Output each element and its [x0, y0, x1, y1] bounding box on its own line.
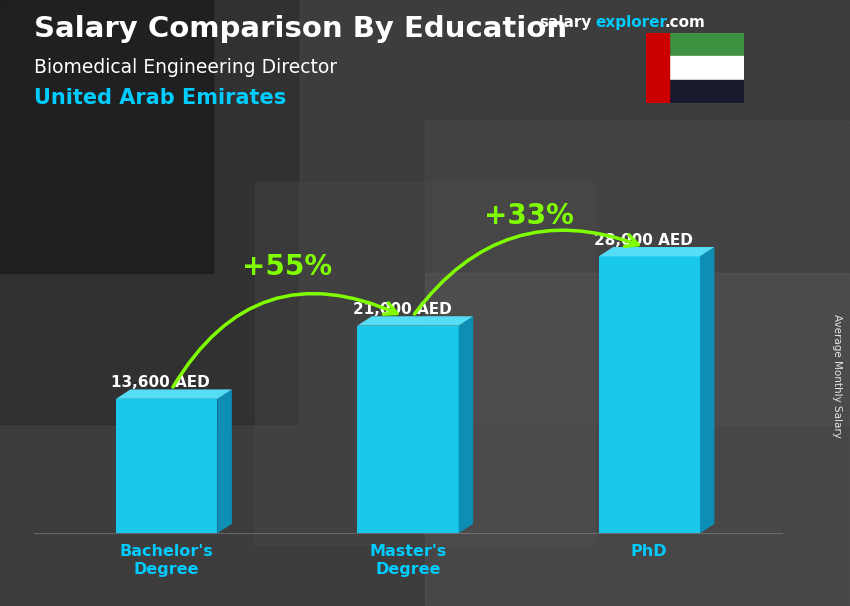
Polygon shape [357, 316, 473, 325]
Text: +33%: +33% [484, 202, 574, 230]
Polygon shape [218, 390, 232, 533]
Text: salary: salary [540, 15, 592, 30]
Polygon shape [459, 316, 473, 533]
Bar [0, 0, 212, 273]
Text: 13,600 AED: 13,600 AED [111, 375, 210, 390]
Text: +55%: +55% [242, 253, 332, 281]
Polygon shape [357, 325, 459, 533]
Text: Biomedical Engineering Director: Biomedical Engineering Director [34, 58, 337, 76]
Bar [646, 33, 670, 103]
Bar [255, 182, 595, 545]
Text: United Arab Emirates: United Arab Emirates [34, 88, 286, 108]
Text: Average Monthly Salary: Average Monthly Salary [832, 314, 842, 438]
Bar [425, 121, 850, 424]
Polygon shape [700, 247, 715, 533]
Text: Salary Comparison By Education: Salary Comparison By Education [34, 15, 567, 43]
Text: .com: .com [665, 15, 706, 30]
Bar [646, 33, 744, 56]
Bar [0, 0, 298, 424]
Bar [646, 79, 744, 103]
Polygon shape [116, 399, 218, 533]
Text: 21,000 AED: 21,000 AED [353, 302, 451, 317]
Bar [646, 56, 744, 79]
Polygon shape [116, 390, 232, 399]
Text: 28,000 AED: 28,000 AED [594, 233, 693, 247]
Polygon shape [598, 247, 715, 256]
Text: explorer: explorer [595, 15, 667, 30]
Polygon shape [598, 256, 700, 533]
Bar [425, 273, 850, 606]
